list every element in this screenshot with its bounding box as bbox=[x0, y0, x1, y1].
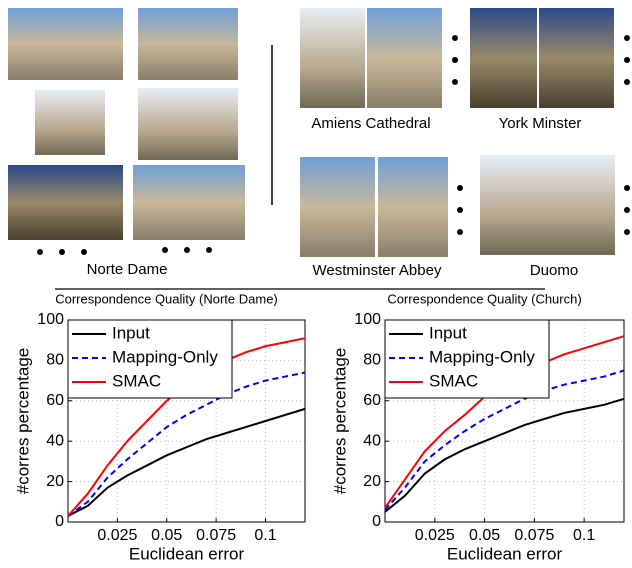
photo bbox=[35, 90, 105, 155]
legend-label: SMAC bbox=[429, 371, 478, 390]
y-tick-label: 0 bbox=[55, 513, 64, 530]
y-tick-label: 80 bbox=[46, 352, 64, 369]
chart-title: Correspondence Quality (Church) bbox=[387, 291, 581, 306]
y-tick-label: 60 bbox=[363, 392, 381, 409]
caption: Norte Dame bbox=[87, 261, 168, 278]
x-tick-label: 0.1 bbox=[254, 527, 276, 544]
photo bbox=[470, 8, 537, 108]
y-tick-label: 60 bbox=[46, 392, 64, 409]
legend-label: Mapping-Only bbox=[429, 347, 535, 366]
y-tick-label: 20 bbox=[363, 473, 381, 490]
y-tick-label: 100 bbox=[354, 311, 381, 328]
photo bbox=[300, 157, 375, 257]
photo bbox=[300, 8, 365, 108]
x-tick-label: 0.075 bbox=[514, 527, 554, 544]
y-tick-label: 40 bbox=[363, 432, 381, 449]
legend-label: SMAC bbox=[112, 371, 161, 390]
y-axis-label: #corres percentage bbox=[330, 348, 349, 494]
x-tick-label: 0.025 bbox=[97, 527, 137, 544]
legend-label: Mapping-Only bbox=[112, 347, 218, 366]
x-tick-label: 0.05 bbox=[151, 527, 182, 544]
x-tick-label: 0.05 bbox=[469, 527, 500, 544]
caption: Westminster Abbey bbox=[313, 262, 442, 279]
x-tick-label: 0.025 bbox=[415, 527, 455, 544]
series-line bbox=[68, 409, 305, 516]
photo bbox=[133, 165, 245, 240]
y-tick-label: 0 bbox=[372, 513, 381, 530]
caption: Duomo bbox=[530, 262, 578, 279]
caption: Amiens Cathedral bbox=[311, 115, 430, 132]
x-axis-label: Euclidean error bbox=[129, 544, 245, 563]
caption: York Minster bbox=[499, 115, 582, 132]
photo bbox=[539, 8, 614, 108]
x-axis-label: Euclidean error bbox=[447, 544, 563, 563]
photo bbox=[138, 8, 238, 80]
y-tick-label: 100 bbox=[37, 311, 64, 328]
legend-label: Input bbox=[429, 323, 467, 342]
y-tick-label: 20 bbox=[46, 473, 64, 490]
photo bbox=[8, 8, 123, 80]
photo bbox=[138, 88, 238, 160]
x-tick-label: 0.075 bbox=[196, 527, 236, 544]
figure: Norte Dame Amiens Cathedral York Minster… bbox=[0, 0, 632, 563]
x-tick-label: 0.1 bbox=[573, 527, 595, 544]
photo bbox=[378, 157, 448, 257]
photo bbox=[367, 8, 442, 108]
photos bbox=[8, 8, 615, 257]
legend-label: Input bbox=[112, 323, 150, 342]
chart-title: Correspondence Quality (Norte Dame) bbox=[55, 291, 278, 306]
y-tick-label: 80 bbox=[363, 352, 381, 369]
y-axis-label: #corres percentage bbox=[13, 348, 32, 494]
y-tick-label: 40 bbox=[46, 432, 64, 449]
photo bbox=[8, 165, 123, 240]
photo bbox=[480, 155, 615, 255]
